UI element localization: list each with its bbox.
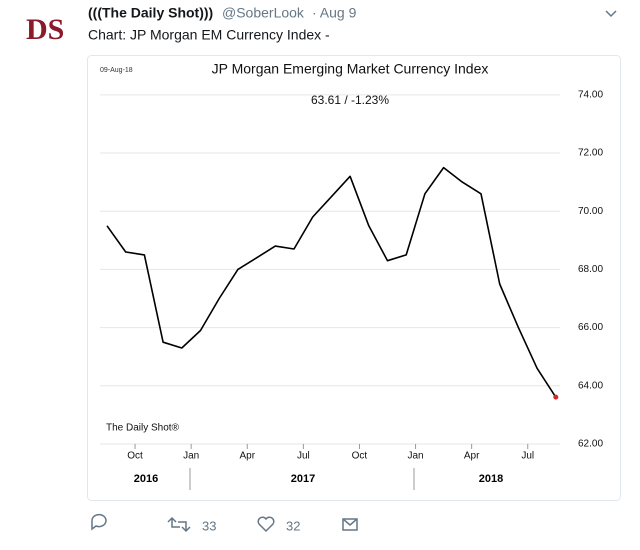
x-tick-label: Jan	[183, 451, 199, 462]
tweet-text: Chart: JP Morgan EM Currency Index -	[88, 27, 330, 43]
x-tick-label: Jul	[297, 451, 310, 462]
x-tick-label: Oct	[127, 451, 143, 462]
year-label: 2016	[134, 473, 158, 485]
like-icon[interactable]	[257, 516, 275, 533]
chart-subtitle: 63.61 / -1.23%	[311, 93, 389, 107]
x-tick-label: Apr	[239, 451, 255, 462]
source: The Daily Shot®	[106, 423, 180, 434]
avatar[interactable]: DS	[26, 13, 64, 46]
retweet-icon[interactable]	[167, 516, 191, 533]
x-tick-label: Jul	[521, 451, 534, 462]
chart: 09-Aug-18 JP Morgan Emerging Market Curr…	[100, 61, 603, 490]
year-label: 2017	[291, 473, 315, 485]
media-card[interactable]	[87, 55, 621, 501]
series-line	[106, 166, 557, 398]
y-tick-label: 72.00	[578, 148, 603, 159]
user-name[interactable]: (((The Daily Shot)))	[88, 5, 213, 21]
menu-caret[interactable]	[605, 10, 617, 18]
y-tick-label: 74.00	[578, 89, 603, 100]
y-tick-label: 66.00	[578, 322, 603, 333]
chart-title: JP Morgan Emerging Market Currency Index	[212, 61, 489, 77]
message-icon-flap	[342, 518, 358, 526]
reply-icon[interactable]	[91, 513, 107, 531]
y-tick-label: 64.00	[578, 380, 603, 391]
end-marker	[553, 394, 559, 400]
y-tick-label: 68.00	[578, 264, 603, 275]
y-tick-label: 70.00	[578, 206, 603, 217]
retweet-count: 33	[202, 518, 216, 533]
x-tick-label: Jan	[407, 451, 423, 462]
like-count: 32	[286, 518, 300, 533]
timestamp[interactable]: · Aug 9	[312, 5, 357, 21]
year-label: 2018	[479, 473, 503, 485]
message-icon[interactable]	[342, 518, 358, 531]
x-tick-label: Oct	[352, 451, 368, 462]
handle[interactable]: @SoberLook	[222, 5, 305, 21]
x-tick-label: Apr	[464, 451, 480, 462]
date-label: 09-Aug-18	[100, 67, 133, 74]
y-tick-label: 62.00	[578, 439, 603, 450]
